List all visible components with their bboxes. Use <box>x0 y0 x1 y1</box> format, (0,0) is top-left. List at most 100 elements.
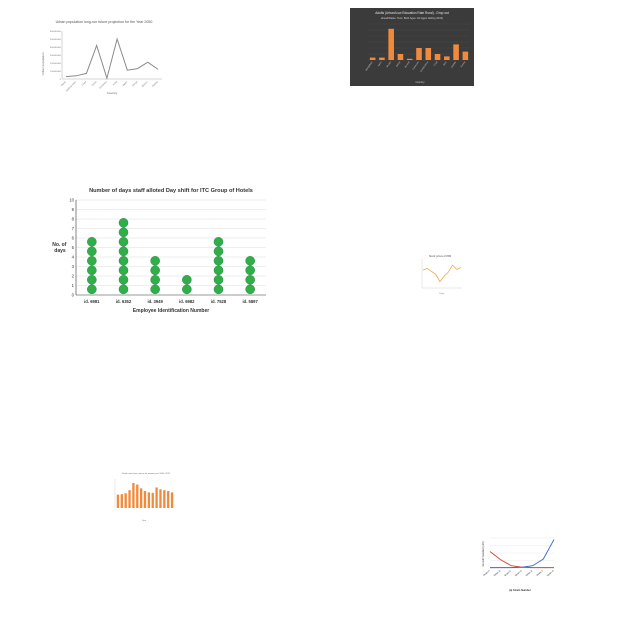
staff-ytick-label: 1 <box>72 283 75 288</box>
urban-population-chart: Urban population long-run future project… <box>41 20 162 95</box>
dark-bar <box>434 54 441 60</box>
staff-dot <box>87 265 97 276</box>
cancer-bar-chart: Death rate from cancer for women per 100… <box>114 472 174 522</box>
urban-xtick-label: Chad <box>82 81 88 87</box>
staff-ytick-label: 2 <box>72 274 75 279</box>
dark-bar <box>453 44 459 60</box>
urban-xtick-label: Russia <box>152 81 159 88</box>
staff-dot <box>118 265 129 276</box>
staff-dot <box>150 256 160 266</box>
cancer-bar <box>159 489 162 508</box>
curve-xtick-label: Strain G <box>546 569 555 577</box>
staff-dot <box>213 284 224 295</box>
staff-chart-xlabel: Employee Identification Number <box>133 308 209 314</box>
urban-xtick-label: Mexico <box>142 81 149 88</box>
staff-xtick-label: id. 6982 <box>179 299 195 304</box>
curve-xtick-label: Strain C <box>504 569 513 577</box>
staff-dot <box>118 227 129 238</box>
staff-ytick-label: 7 <box>72 226 75 231</box>
dark-bar <box>397 54 404 60</box>
urban-chart-xlabel: Country <box>107 91 118 95</box>
urban-chart-title: Urban population long-run future project… <box>56 20 153 24</box>
staff-xtick-label: id. 6981 <box>84 299 100 304</box>
stock-chart-title: Stock prices of IBM <box>429 254 451 258</box>
dark-bar <box>388 28 394 60</box>
urban-xtick-label: Japan <box>122 81 128 87</box>
stock-line-chart: Stock prices of IBM Days <box>421 254 462 295</box>
staff-dot <box>118 256 129 266</box>
staff-dot <box>182 284 192 295</box>
staff-dot <box>150 265 160 276</box>
staff-xtick-label: id. 5897 <box>242 299 258 304</box>
staff-chart-title: Number of days staff alloted Day shift f… <box>89 188 253 194</box>
cancer-bar <box>163 490 166 508</box>
staff-ytick-label: 6 <box>72 236 75 241</box>
staff-dot <box>150 275 160 285</box>
dark-xtick-label: Burundi <box>404 60 411 68</box>
dark-chart-xlabel: Country <box>415 80 425 84</box>
staff-dot <box>87 256 97 266</box>
cancer-bar <box>128 490 131 508</box>
cancer-bar <box>139 488 143 508</box>
staff-dot <box>118 284 129 295</box>
staff-dot <box>87 246 97 257</box>
staff-ytick-label: 5 <box>72 245 75 250</box>
staff-ytick-label: 9 <box>72 207 75 212</box>
stock-series-line <box>422 264 462 283</box>
staff-dot <box>87 284 97 295</box>
dark-bar <box>425 48 432 60</box>
dark-chart-subtitle: ahead/Raise: Tens: Both Ages: All (ages … <box>381 16 443 20</box>
cancer-bar <box>143 491 147 508</box>
dark-xtick-label: Chad <box>434 61 439 67</box>
urban-ytick-label: 400000000 <box>50 47 62 49</box>
urban-ytick-label: 0 <box>60 79 62 81</box>
urban-xtick-label: India <box>113 81 118 86</box>
staff-dot <box>118 275 129 285</box>
urban-xtick-label: Brazil <box>61 80 68 87</box>
curve-series-blue <box>490 539 555 569</box>
staff-ytick-label: 3 <box>72 264 75 269</box>
curve-xtick-label: Strain E <box>525 569 534 577</box>
staff-dot <box>87 275 97 285</box>
curve-chart-xlabel: (a) Strain Number <box>509 588 531 592</box>
dark-xtick-label: Gambia <box>451 61 457 69</box>
dark-bar <box>444 56 450 60</box>
cancer-chart-title: Death rate from cancer for women per 100… <box>122 472 171 475</box>
staff-dot <box>118 237 129 247</box>
curve-xtick-label: Strain B <box>493 569 502 577</box>
cancer-bar <box>116 494 120 508</box>
staff-dot <box>213 246 224 257</box>
staff-xtick-label: id. 3949 <box>147 299 163 304</box>
cancer-bar <box>132 483 135 508</box>
curve-chart-ylabel: Growth Number (x10) <box>481 541 485 566</box>
urban-ytick-label: 600000000 <box>50 31 62 33</box>
staff-ytick-label: 0 <box>72 293 75 298</box>
staff-ylabel-line: days <box>54 248 66 254</box>
dark-bar <box>462 51 469 60</box>
staff-dot <box>213 265 224 276</box>
dark-xtick-label: Central Africa <box>419 60 429 73</box>
cancer-bar <box>124 493 127 508</box>
dark-bar-chart: Adults (Urban/Low Education Rate Rural) … <box>350 8 474 86</box>
dark-bar <box>369 57 376 60</box>
staff-ylabel-line: No. of <box>52 242 68 248</box>
urban-series-line <box>65 37 159 81</box>
cancer-bar <box>167 491 170 508</box>
staff-dot <box>245 256 255 266</box>
staff-dot <box>213 256 224 266</box>
staff-xtick-label: id. 6352 <box>116 299 132 304</box>
staff-dot <box>213 275 224 285</box>
stock-chart-xlabel: Days <box>440 293 446 295</box>
staff-ytick-label: 8 <box>72 217 75 222</box>
dark-xtick-label: Cameroon <box>412 60 421 70</box>
staff-dot <box>245 275 255 285</box>
staff-dot <box>182 275 192 285</box>
urban-xtick-label: Dominica <box>99 81 108 90</box>
urban-ytick-label: 500000000 <box>50 39 62 41</box>
staff-dot-chart: Number of days staff alloted Day shift f… <box>52 188 266 314</box>
cancer-bar <box>136 484 139 508</box>
staff-dot <box>87 237 97 247</box>
dark-bar <box>379 57 385 60</box>
cancer-bar <box>155 487 158 508</box>
dark-xtick-label: Bolivia <box>396 61 402 68</box>
